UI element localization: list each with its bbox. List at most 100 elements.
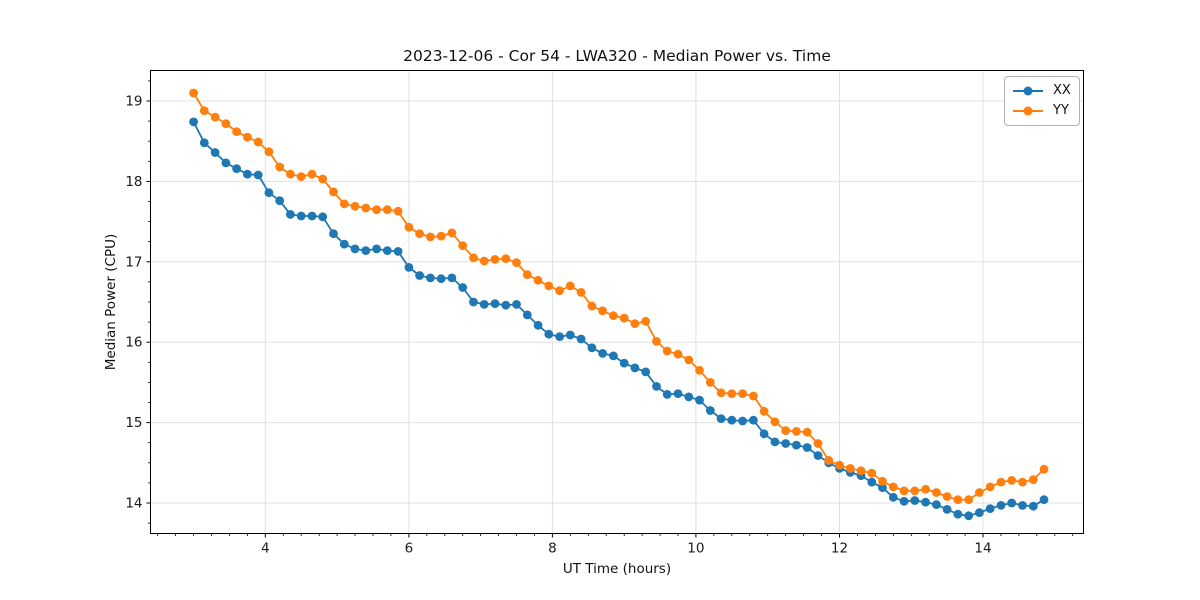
series-yy-marker [296, 172, 306, 182]
series-yy-marker [372, 205, 381, 215]
series-xx-marker [501, 300, 511, 310]
series-yy-marker [318, 174, 328, 184]
series-yy-marker [555, 286, 564, 296]
series-yy-marker [253, 137, 263, 147]
series-xx-marker [738, 416, 747, 426]
legend: XX YY [1004, 76, 1080, 126]
series-yy-marker [329, 187, 338, 197]
series-xx-marker [393, 247, 403, 256]
series-xx-marker [985, 504, 995, 513]
series-yy-marker [662, 346, 672, 356]
series-xx-marker [1018, 501, 1027, 510]
series-xx-marker [964, 511, 974, 521]
series-yy-marker [899, 486, 909, 496]
legend-item-yy: YY [1012, 103, 1072, 119]
legend-item-xx: XX [1012, 83, 1072, 99]
series-yy-marker [479, 256, 489, 266]
series-xx-marker [598, 349, 607, 358]
series-xx-marker [695, 395, 704, 405]
series-yy-marker [436, 231, 446, 241]
series-yy-marker [609, 311, 618, 321]
series-yy-marker [286, 169, 295, 179]
series-xx-marker [619, 358, 629, 368]
series-yy-marker [878, 476, 887, 486]
series-yy-marker [802, 427, 812, 437]
series-yy-marker [415, 229, 424, 239]
series-yy-marker [447, 228, 457, 238]
series-xx-marker [759, 429, 769, 439]
series-xx-marker [1007, 498, 1017, 508]
series-xx-marker [878, 483, 887, 493]
series-yy-marker [544, 281, 554, 291]
series-yy-marker [393, 206, 403, 216]
series-yy-marker [684, 355, 694, 365]
series-xx-marker [749, 415, 758, 425]
series-yy-marker [512, 258, 521, 267]
series-xx-marker [210, 148, 220, 157]
series-xx-marker [522, 310, 532, 320]
series-xx-marker [436, 274, 446, 284]
series-yy-marker [275, 162, 285, 172]
y-tick-label: 16 [125, 335, 142, 351]
series-xx-marker [307, 211, 317, 221]
series-xx-marker [587, 343, 597, 353]
series-xx-marker [899, 496, 909, 506]
series-xx-marker [727, 415, 737, 425]
series-yy-marker [835, 460, 844, 470]
x-tick-label: 6 [405, 541, 414, 557]
series-xx-marker [469, 297, 478, 307]
series-yy-marker [533, 275, 543, 285]
series-yy-marker [921, 484, 930, 494]
series-xx-marker [447, 273, 457, 283]
series-xx-marker [415, 271, 424, 280]
series-yy-marker [792, 427, 801, 436]
series-xx-marker [318, 212, 328, 222]
x-tick-label: 12 [831, 541, 848, 557]
series-xx-marker [479, 300, 489, 309]
series-yy-marker [221, 119, 231, 128]
series-xx-marker [641, 367, 651, 377]
series-xx-marker [1039, 495, 1049, 505]
legend-swatch-xx-icon [1013, 86, 1043, 96]
series-xx-marker [716, 414, 726, 423]
series-yy-marker [856, 466, 866, 476]
series-yy-marker [565, 281, 575, 291]
series-yy-marker [458, 241, 468, 251]
series-xx-marker [630, 363, 640, 373]
series-xx-marker [705, 406, 715, 415]
series-yy-marker [189, 88, 199, 98]
series-xx-marker [232, 164, 242, 174]
series-xx-marker [275, 196, 285, 206]
series-yy-marker [652, 337, 661, 346]
series-xx-marker [199, 138, 209, 148]
series-yy-marker [210, 112, 220, 122]
series-yy-marker [587, 301, 597, 311]
series-yy-marker [598, 306, 607, 316]
legend-label-yy: YY [1053, 103, 1069, 118]
series-yy-marker [199, 106, 209, 116]
legend-swatch-yy-icon [1013, 106, 1043, 116]
series-yy-marker [845, 464, 855, 473]
series-yy-marker [1028, 475, 1038, 484]
series-yy-marker [910, 486, 920, 496]
series-yy-marker [307, 169, 317, 179]
series-xx-marker [426, 273, 435, 283]
plot-border [150, 70, 1084, 534]
series-xx-marker [684, 392, 694, 402]
series-xx-marker [802, 443, 812, 452]
series-yy-marker [232, 127, 242, 136]
series-yy-marker [1018, 477, 1027, 487]
y-tick-label: 19 [125, 94, 142, 110]
series-yy-marker [759, 406, 769, 416]
series-yy-marker [964, 495, 974, 505]
series-xx-marker [458, 283, 468, 292]
series-xx-marker [296, 211, 306, 221]
series-yy-marker [716, 388, 726, 398]
series-xx-marker [576, 334, 586, 344]
series-yy-marker [942, 492, 952, 501]
series-yy-marker [749, 391, 758, 401]
series-yy-marker [382, 205, 392, 215]
series-yy-marker [619, 313, 629, 323]
series-yy-marker [1007, 476, 1017, 485]
series-xx-marker [770, 437, 780, 447]
